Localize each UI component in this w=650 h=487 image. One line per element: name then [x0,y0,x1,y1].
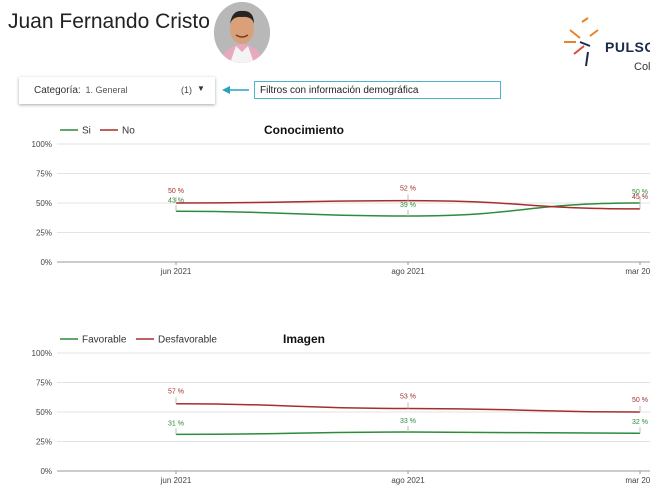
data-label: 45 % [632,194,648,201]
logo-subtext: Col [634,61,650,73]
pulso-logo-icon [564,17,599,67]
data-label: 31 % [168,420,184,427]
x-tick-label: mar 202 [625,267,650,276]
series-line [175,431,641,436]
page-title: Juan Fernando Cristo [8,10,210,33]
data-label: 52 % [400,186,416,193]
legend-label: No [122,126,135,137]
category-label: Categoría: 1. General [34,85,128,96]
y-tick-label: 50% [36,408,52,417]
y-tick-label: 50% [36,199,52,208]
data-label: 50 % [168,188,184,195]
data-label: 50 % [632,397,648,404]
data-label: 53 % [400,393,416,400]
x-tick-label: mar 202 [625,476,650,485]
y-tick-label: 0% [40,467,52,476]
y-tick-label: 75% [36,379,52,388]
logo-text: PULSO [605,39,650,55]
x-tick-label: jun 2021 [160,267,192,276]
data-label: 57 % [168,389,184,396]
x-tick-label: jun 2021 [160,476,192,485]
candidate-photo [214,2,270,63]
data-label: 50 % [632,189,648,196]
data-label: 32 % [632,419,648,426]
x-tick-label: ago 2021 [391,267,425,276]
category-count: (1) [181,85,192,95]
category-dropdown[interactable]: Categoría: 1. General (1) ▼ [19,77,215,104]
y-tick-label: 25% [36,438,52,447]
y-tick-label: 25% [36,229,52,238]
demographic-filters-button[interactable]: Filtros con información demográfica [254,81,501,99]
y-tick-label: 75% [36,170,52,179]
data-label: 33 % [400,418,416,425]
y-tick-label: 100% [32,140,52,149]
category-value: 1. General [85,85,128,95]
chart-title: Imagen [283,332,325,346]
x-tick-label: ago 2021 [391,476,425,485]
chart-title: Conocimiento [264,123,344,137]
data-label: 39 % [400,202,416,209]
dropdown-arrow-icon[interactable]: ▼ [197,84,205,93]
legend-label: Desfavorable [158,335,217,346]
arrow-left-icon [222,86,249,94]
legend-label: Si [82,126,91,137]
y-tick-label: 100% [32,349,52,358]
legend-label: Favorable [82,335,127,346]
y-tick-label: 0% [40,258,52,267]
